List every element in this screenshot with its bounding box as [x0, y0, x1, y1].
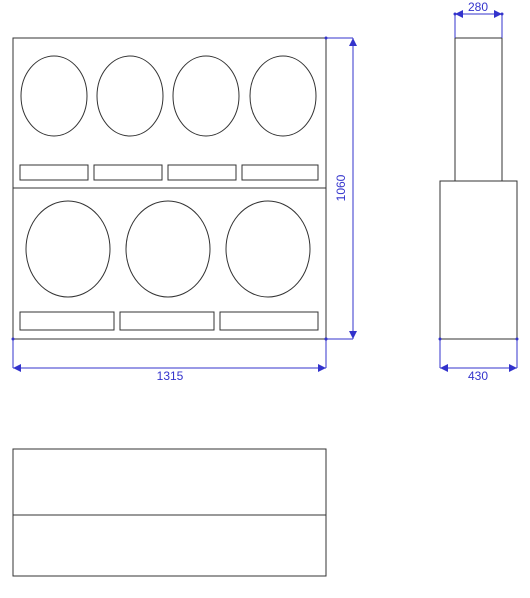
burner-small-2 — [173, 56, 239, 136]
burner-large-1 — [126, 201, 210, 297]
side-view-upper — [455, 38, 502, 181]
side-view-lower — [440, 181, 517, 339]
burner-small-0 — [21, 56, 87, 136]
burner-large-0 — [26, 201, 110, 297]
slot-large-0 — [20, 312, 114, 330]
dimension-430: 430 — [440, 339, 517, 383]
burner-small-1 — [97, 56, 163, 136]
dimension-280: 280 — [455, 0, 502, 38]
slot-small-0 — [20, 165, 88, 180]
burner-large-2 — [226, 201, 310, 297]
dimension-280-label: 280 — [468, 0, 488, 14]
slot-small-1 — [94, 165, 162, 180]
slot-large-1 — [120, 312, 214, 330]
dimension-1060-label: 1060 — [334, 174, 348, 201]
slot-large-2 — [220, 312, 318, 330]
dimension-1315: 1315 — [13, 339, 326, 383]
slot-small-2 — [168, 165, 236, 180]
dimension-1060: 1060 — [326, 38, 353, 339]
front-view-outline — [13, 449, 326, 576]
dimension-430-label: 430 — [468, 369, 488, 383]
technical-drawing: 1315 1060 280 430 — [0, 0, 530, 598]
burner-small-3 — [250, 56, 316, 136]
slot-small-3 — [242, 165, 318, 180]
dimension-1315-label: 1315 — [157, 369, 184, 383]
